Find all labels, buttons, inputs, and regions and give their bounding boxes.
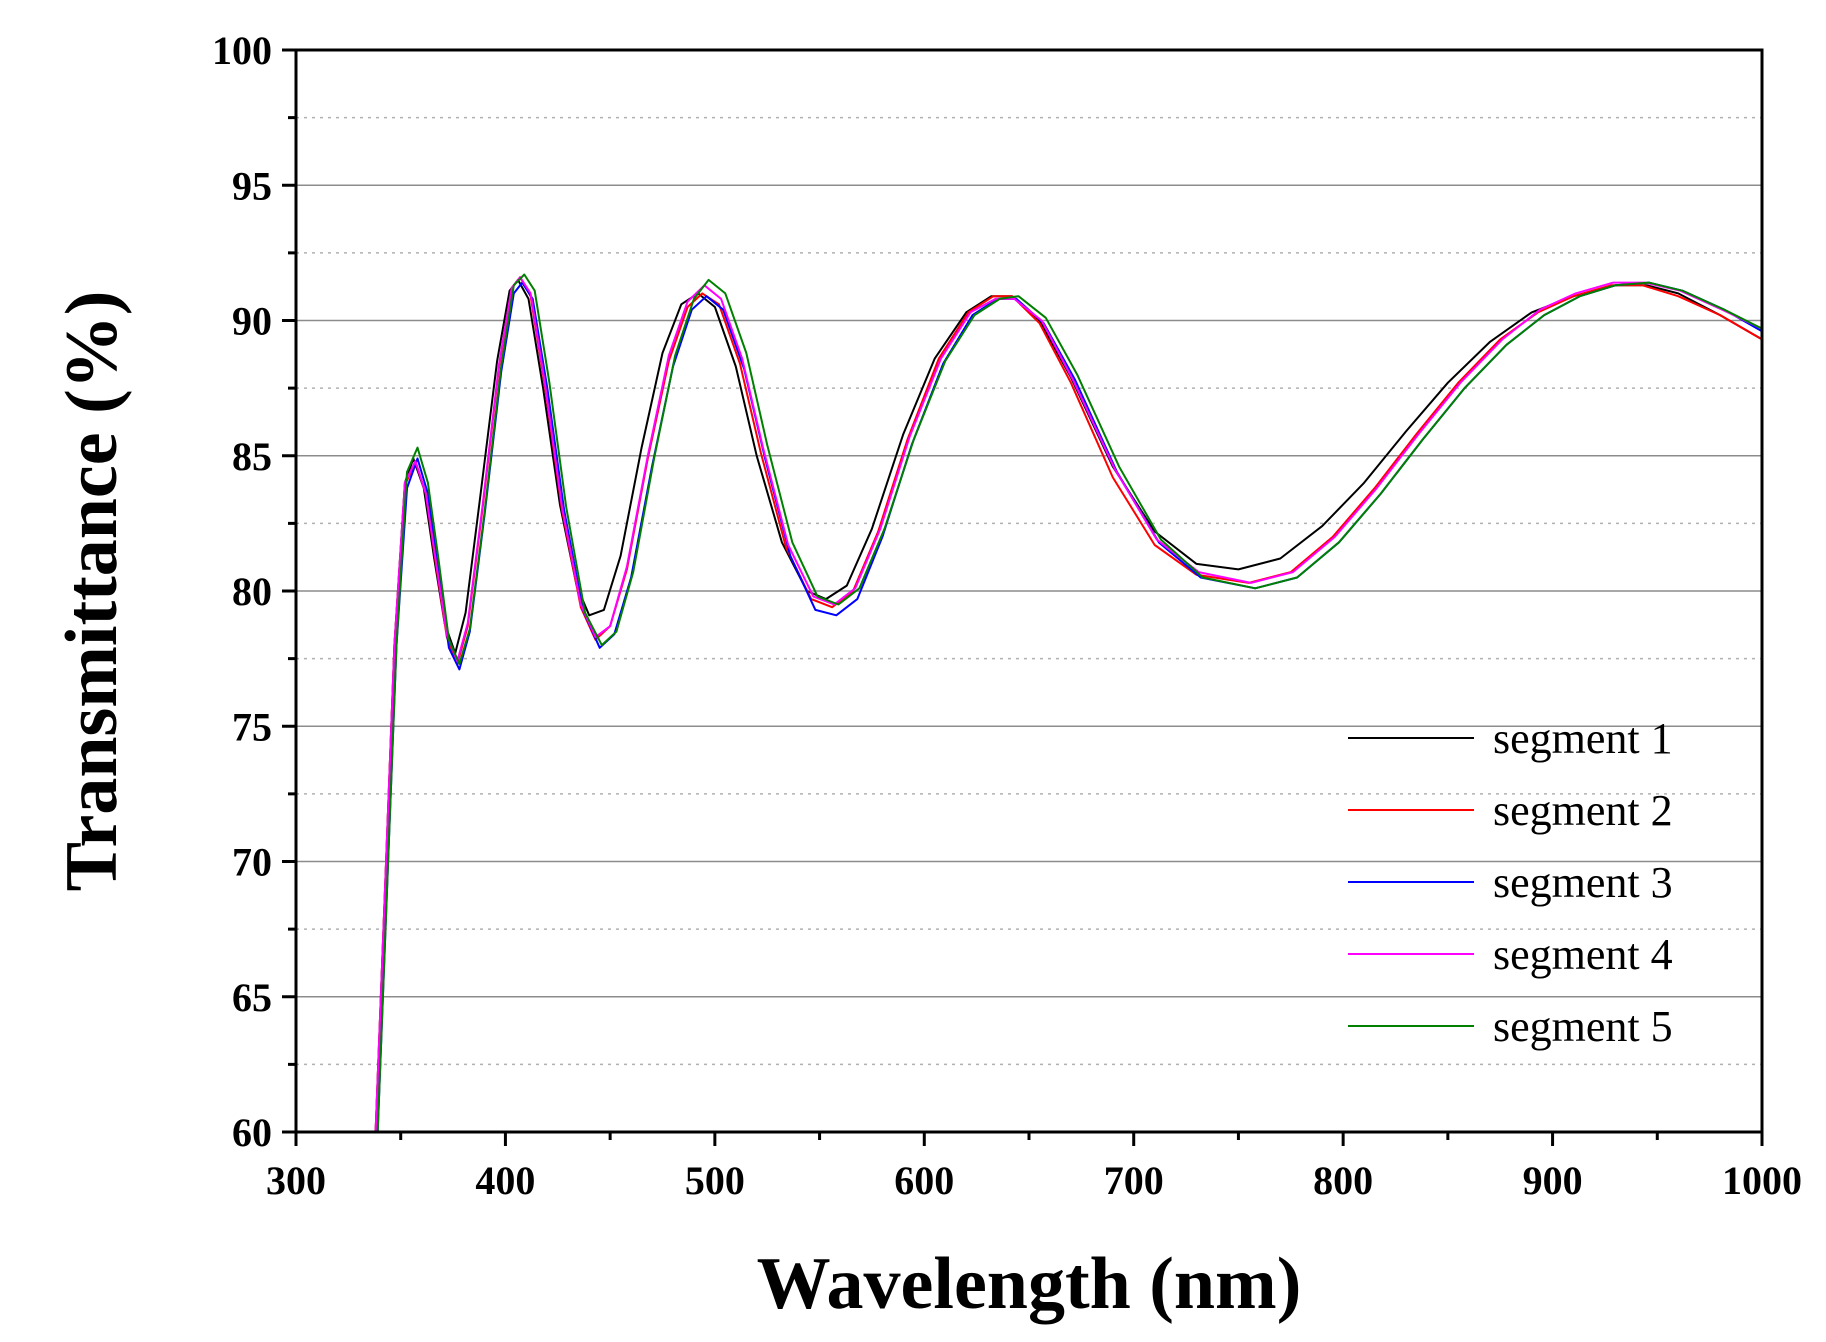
legend-label-2: segment 2 (1493, 786, 1673, 835)
y-tick-labels: 60 65 70 75 80 85 90 95 100 (212, 28, 272, 1155)
legend: segment 1 segment 2 segment 3 segment 4 segm… (1348, 714, 1673, 1051)
legend-label-3: segment 3 (1493, 858, 1673, 907)
legend-label-5: segment 5 (1493, 1002, 1673, 1051)
y-tick-label: 75 (232, 704, 272, 749)
x-tick-label: 800 (1313, 1158, 1373, 1203)
x-tick-label: 700 (1104, 1158, 1164, 1203)
x-tick-labels: 300 400 500 600 700 800 900 1000 (266, 1158, 1802, 1203)
series-line-4 (374, 276, 1763, 1133)
y-tick-label: 65 (232, 975, 272, 1020)
y-tick-label: 85 (232, 434, 272, 479)
y-tick-label: 70 (232, 840, 272, 885)
grid-lines (296, 116, 1762, 1066)
x-tick-label: 1000 (1722, 1158, 1802, 1203)
x-tick-label: 900 (1523, 1158, 1583, 1203)
x-tick-label: 500 (685, 1158, 745, 1203)
y-axis-title: Transmittance (%) (51, 291, 133, 892)
series-line-5 (376, 273, 1763, 1133)
y-tick-label: 80 (232, 569, 272, 614)
y-tick-label: 100 (212, 28, 272, 73)
y-tick-label: 60 (232, 1110, 272, 1155)
x-tick-label: 300 (266, 1158, 326, 1203)
series-group (374, 273, 1763, 1133)
x-tick-label: 600 (894, 1158, 954, 1203)
y-tick-label: 95 (232, 163, 272, 208)
x-tick-label: 400 (475, 1158, 535, 1203)
series-line-1 (374, 278, 1763, 1133)
x-axis-title: Wavelength (nm) (757, 1243, 1302, 1325)
y-tick-label: 90 (232, 299, 272, 344)
legend-label-1: segment 1 (1493, 714, 1673, 763)
axis-ticks (282, 48, 1764, 1146)
legend-label-4: segment 4 (1493, 930, 1673, 979)
